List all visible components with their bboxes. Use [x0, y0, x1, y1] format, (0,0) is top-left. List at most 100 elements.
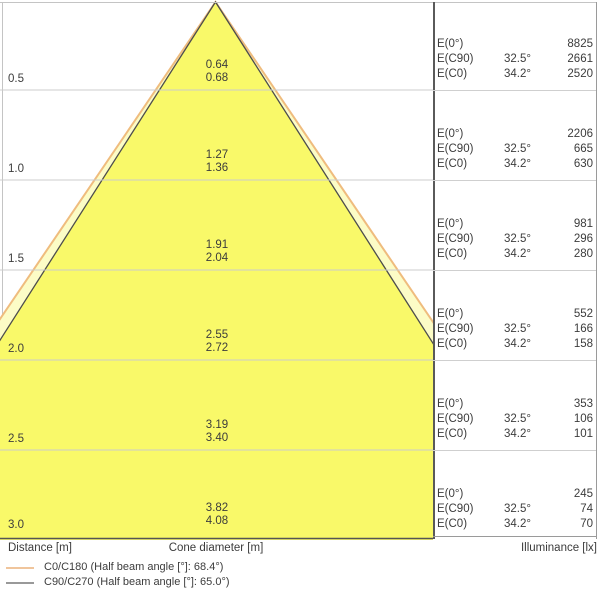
legend-label: C0/C180 (Half beam angle [°]: 68.4°): [44, 561, 224, 573]
table-gridline: [433, 180, 596, 181]
table-row: E(C0) 34.2° 280: [437, 247, 593, 262]
ec90-label: E(C90): [437, 323, 474, 335]
e0-label: E(0°): [437, 308, 464, 320]
ec0-label: E(C0): [437, 68, 468, 80]
table-gridline: [433, 90, 596, 91]
ec90-label: E(C90): [437, 503, 474, 515]
illuminance-block-1.0m: E(0°) 2206 E(C90) 32.5° 665 E(C0) 34.2° …: [437, 127, 593, 172]
table-gridline: [433, 270, 596, 271]
illuminance-block-3.0m: E(0°) 245 E(C90) 32.5° 74 E(C0) 34.2° 70: [437, 487, 593, 532]
table-row: E(C0) 34.2° 101: [437, 427, 593, 442]
distance-tick: 3.0: [8, 519, 24, 531]
e0-value: 981: [573, 218, 593, 230]
distance-axis-label: Distance [m]: [8, 542, 72, 554]
table-row: E(0°) 353: [437, 397, 593, 412]
illuminance-axis-label: Illuminance [lx]: [520, 542, 597, 554]
ec90-label: E(C90): [437, 53, 474, 65]
table-row: E(C90) 32.5° 106: [437, 412, 593, 427]
table-gridline: [433, 360, 596, 361]
e0-value: 2206: [567, 128, 593, 140]
table-row: E(C0) 34.2° 158: [437, 337, 593, 352]
ec90-angle: 32.5°: [504, 53, 531, 65]
e0-label: E(0°): [437, 398, 464, 410]
ec90-angle: 32.5°: [504, 143, 531, 155]
c90-c270-line-swatch: [6, 581, 34, 584]
table-bottom-border: [433, 536, 596, 537]
cone-diameter-c0: 0.68: [206, 72, 228, 84]
table-row: E(0°) 8825: [437, 37, 593, 52]
distance-tick: 2.5: [8, 433, 24, 445]
e0-value: 245: [573, 488, 593, 500]
cone-diameter-c90: 2.55: [206, 329, 228, 341]
ec90-value: 296: [573, 233, 593, 245]
ec90-value: 74: [580, 503, 593, 515]
table-row: E(0°) 552: [437, 307, 593, 322]
ec90-value: 665: [573, 143, 593, 155]
table-row: E(C90) 32.5° 74: [437, 502, 593, 517]
distance-tick: 2.0: [8, 343, 24, 355]
illuminance-block-1.5m: E(0°) 981 E(C90) 32.5° 296 E(C0) 34.2° 2…: [437, 217, 593, 262]
cone-diameter-axis-label: Cone diameter [m]: [168, 542, 264, 554]
ec90-angle: 32.5°: [504, 233, 531, 245]
cone-diameter-c0: 3.40: [206, 432, 228, 444]
ec0-angle: 34.2°: [504, 248, 531, 260]
table-row: E(C0) 34.2° 2520: [437, 67, 593, 82]
table-gridline: [433, 450, 596, 451]
legend-label: C90/C270 (Half beam angle [°]: 65.0°): [44, 576, 230, 588]
ec90-label: E(C90): [437, 413, 474, 425]
e0-value: 8825: [567, 38, 593, 50]
ec0-angle: 34.2°: [504, 428, 531, 440]
table-row: E(C90) 32.5° 296: [437, 232, 593, 247]
cone-diameter-c90: 1.27: [206, 149, 228, 161]
ec90-value: 106: [573, 413, 593, 425]
cone-diameter-c0: 4.08: [206, 515, 228, 527]
ec0-value: 630: [573, 158, 593, 170]
illuminance-block-2.0m: E(0°) 552 E(C90) 32.5° 166 E(C0) 34.2° 1…: [437, 307, 593, 352]
e0-value: 552: [573, 308, 593, 320]
ec0-value: 70: [580, 518, 593, 530]
ec90-angle: 32.5°: [504, 323, 531, 335]
e0-label: E(0°): [437, 128, 464, 140]
ec0-label: E(C0): [437, 428, 468, 440]
table-row: E(C0) 34.2° 70: [437, 517, 593, 532]
cone-diameter-c0: 1.36: [206, 162, 228, 174]
table-row: E(0°) 245: [437, 487, 593, 502]
distance-tick: 1.0: [8, 163, 24, 175]
ec0-angle: 34.2°: [504, 338, 531, 350]
table-row: E(0°) 2206: [437, 127, 593, 142]
e0-label: E(0°): [437, 488, 464, 500]
ec0-angle: 34.2°: [504, 518, 531, 530]
top-border: [2, 2, 597, 3]
ec90-label: E(C90): [437, 143, 474, 155]
ec0-label: E(C0): [437, 338, 468, 350]
cone-diameter-c90: 1.91: [206, 239, 228, 251]
cone-diameter-c0: 2.72: [206, 342, 228, 354]
table-row: E(C90) 32.5° 166: [437, 322, 593, 337]
ec90-angle: 32.5°: [504, 503, 531, 515]
ec0-value: 280: [573, 248, 593, 260]
table-row: E(C90) 32.5° 665: [437, 142, 593, 157]
ec0-value: 2520: [567, 68, 593, 80]
cone-diameter-c90: 0.64: [206, 59, 229, 71]
ec0-label: E(C0): [437, 158, 468, 170]
ec0-angle: 34.2°: [504, 68, 531, 80]
distance-tick: 1.5: [8, 253, 24, 265]
table-row: E(C90) 32.5° 2661: [437, 52, 593, 67]
ec0-value: 101: [573, 428, 593, 440]
cone-plot: 0.5 1.0 1.5 2.0 2.5 3.0 0.64 0.68 1.27 1…: [0, 0, 433, 540]
cone-diameter-c90: 3.82: [206, 502, 228, 514]
illuminance-table: E(0°) 8825 E(C90) 32.5° 2661 E(C0) 34.2°…: [433, 2, 597, 539]
ec0-label: E(C0): [437, 518, 468, 530]
cone-diameter-c0: 2.04: [206, 252, 229, 264]
legend-item-c90-c270: C90/C270 (Half beam angle [°]: 65.0°): [6, 575, 230, 590]
ec90-value: 166: [573, 323, 593, 335]
table-row: E(C0) 34.2° 630: [437, 157, 593, 172]
legend: C0/C180 (Half beam angle [°]: 68.4°) C90…: [6, 560, 230, 590]
ec90-angle: 32.5°: [504, 413, 531, 425]
legend-item-c0-c180: C0/C180 (Half beam angle [°]: 68.4°): [6, 560, 230, 575]
e0-label: E(0°): [437, 38, 464, 50]
table-row: E(0°) 981: [437, 217, 593, 232]
ec90-label: E(C90): [437, 233, 474, 245]
ec0-angle: 34.2°: [504, 158, 531, 170]
